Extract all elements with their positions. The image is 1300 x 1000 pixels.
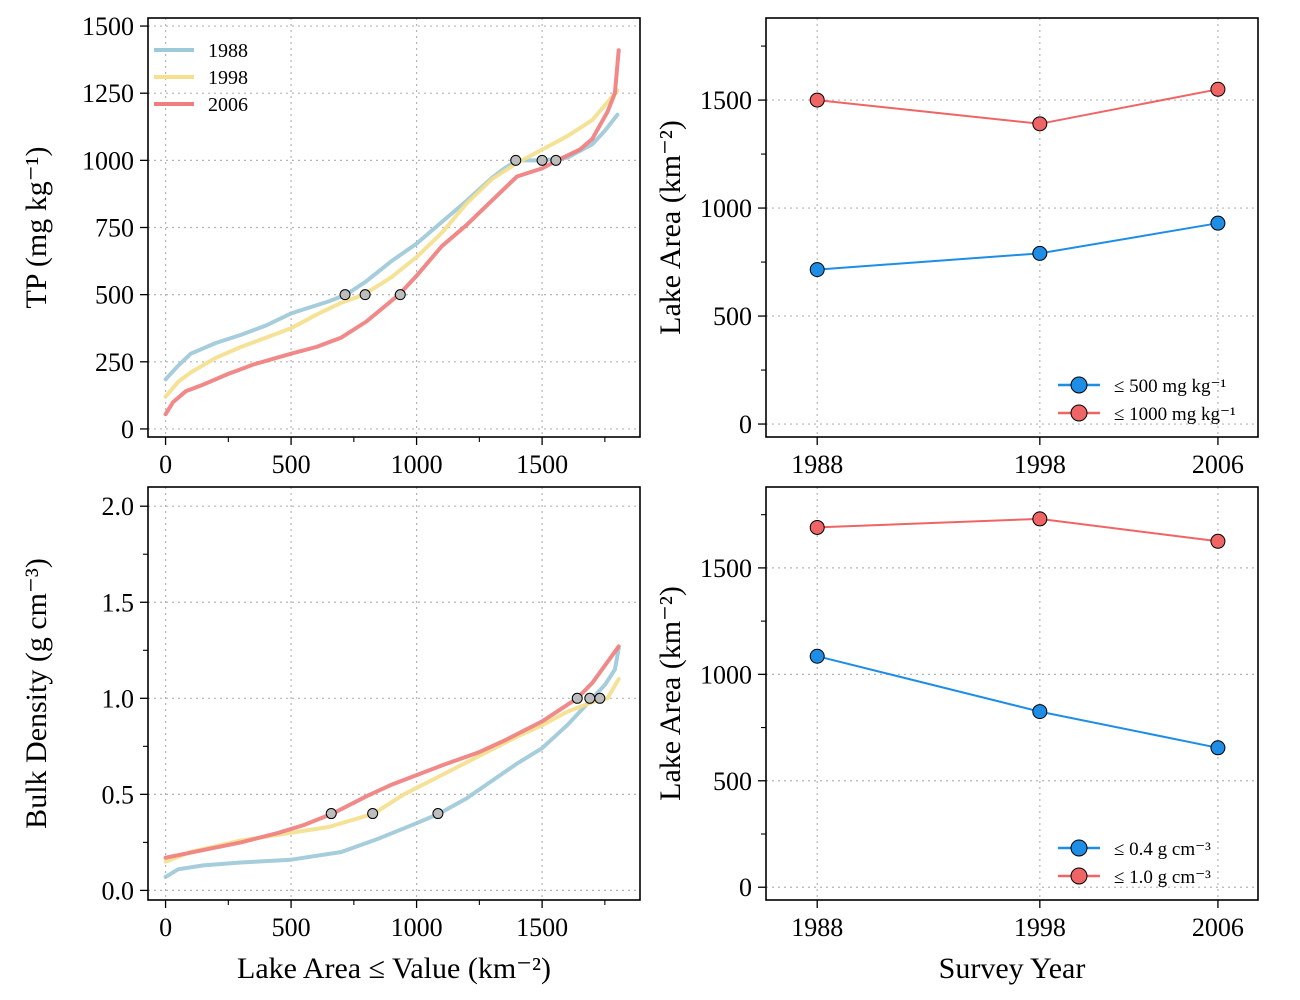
series-line	[817, 222, 1219, 271]
y-tick-label: 1000	[82, 146, 134, 175]
data-point	[809, 92, 825, 108]
legend-marker	[1070, 867, 1088, 885]
data-point	[1210, 215, 1226, 231]
threshold-point	[536, 154, 548, 166]
data-point	[1032, 511, 1048, 527]
data-point	[1210, 81, 1226, 97]
series-line-1988	[163, 112, 620, 382]
y-tick-label: 1000	[700, 194, 752, 223]
data-point	[1032, 116, 1048, 132]
threshold-point	[339, 289, 351, 301]
threshold-point	[367, 808, 379, 820]
y-tick-label: 1.0	[102, 684, 135, 713]
y-tick-label: 500	[713, 302, 752, 331]
plot-frame	[765, 17, 1259, 438]
threshold-point	[571, 692, 583, 704]
threshold-point	[584, 692, 596, 704]
x-tick-label: 1000	[391, 913, 443, 942]
y-tick-label: 0	[739, 410, 752, 439]
x-tick-label: 1998	[1014, 913, 1066, 942]
x-tick-label: 2006	[1192, 913, 1244, 942]
y-axis-title: Lake Area (km⁻²)	[654, 586, 687, 801]
threshold-point	[394, 289, 406, 301]
panel-top-right: 1988 1998 2006 0 500 1000 1500 Lake Area (km⁻²)…	[654, 17, 1259, 479]
x-tick-label: 1500	[516, 450, 568, 479]
y-tick-label: 1500	[700, 554, 752, 583]
x-tick-label: 1998	[1014, 450, 1066, 479]
plot-frame	[765, 486, 1259, 901]
data-point	[1210, 533, 1226, 549]
y-tick-label: 250	[95, 348, 134, 377]
x-axis-title: Survey Year	[939, 952, 1086, 985]
data-point	[809, 262, 825, 278]
data-point	[1032, 245, 1048, 261]
threshold-point	[594, 692, 606, 704]
y-tick-label: 1500	[82, 12, 134, 41]
x-tick-label: 500	[272, 450, 311, 479]
data-point	[1032, 704, 1048, 720]
x-axis-title: Lake Area ≤ Value (km⁻²)	[237, 952, 551, 985]
panel-bottom-right: 1988 1998 2006 0 500 1000 1500 Lake Area (km⁻²)…	[654, 486, 1259, 985]
data-point	[1210, 740, 1226, 756]
y-tick-label: 500	[713, 767, 752, 796]
y-tick-label: 0	[739, 873, 752, 902]
data-point	[809, 648, 825, 664]
plot-frame	[147, 17, 641, 438]
y-tick-label: 0	[121, 415, 134, 444]
legend-label: 1988	[208, 40, 248, 62]
y-axis-title: Bulk Density (g cm⁻³)	[20, 558, 53, 829]
threshold-point	[359, 289, 371, 301]
legend-marker	[1070, 839, 1088, 857]
panel-top-left: 0 500 1000 1500 0 250 500 750 1000 1250 1500 TP (mg…	[20, 12, 641, 479]
series-line-2006	[163, 644, 621, 860]
legend-marker	[1070, 376, 1088, 394]
series-line-2006	[163, 48, 621, 417]
threshold-point	[432, 808, 444, 820]
data-point	[809, 519, 825, 535]
threshold-point	[325, 808, 337, 820]
legend-label: ≤ 0.4 g cm⁻³	[1114, 839, 1211, 860]
x-tick-label: 0	[159, 913, 172, 942]
series-line	[817, 517, 1219, 543]
series-line	[817, 88, 1219, 125]
panel-bottom-left: 0 500 1000 1500 0.0 0.5 1.0 1.5 2.0 Bulk Density …	[20, 486, 641, 985]
x-tick-label: 1988	[791, 450, 843, 479]
y-tick-label: 2.0	[102, 492, 135, 521]
y-axis-title: TP (mg kg⁻¹)	[20, 146, 53, 308]
x-tick-label: 0	[159, 450, 172, 479]
x-tick-label: 1000	[391, 450, 443, 479]
series-line	[816, 655, 1219, 749]
x-tick-label: 1500	[516, 913, 568, 942]
y-tick-label: 1000	[700, 660, 752, 689]
y-tick-label: 0.5	[102, 780, 135, 809]
y-axis-title: Lake Area (km⁻²)	[654, 120, 687, 335]
legend-label: 1998	[208, 67, 248, 89]
y-tick-label: 750	[95, 214, 134, 243]
legend-label: ≤ 500 mg kg⁻¹	[1114, 376, 1226, 397]
y-tick-label: 1.5	[102, 588, 135, 617]
x-tick-label: 500	[272, 913, 311, 942]
y-tick-label: 1500	[700, 86, 752, 115]
legend-label: ≤ 1.0 g cm⁻³	[1114, 867, 1211, 888]
threshold-point	[510, 154, 522, 166]
series-line-1998	[163, 88, 620, 399]
plot-frame	[147, 486, 641, 901]
x-tick-label: 2006	[1192, 450, 1244, 479]
y-tick-label: 500	[95, 281, 134, 310]
x-tick-label: 1988	[791, 913, 843, 942]
legend-marker	[1070, 404, 1088, 422]
y-tick-label: 1250	[82, 79, 134, 108]
threshold-point	[550, 154, 562, 166]
y-tick-label: 0.0	[102, 876, 135, 905]
legend-label: ≤ 1000 mg kg⁻¹	[1114, 404, 1236, 425]
legend-label: 2006	[208, 94, 248, 116]
